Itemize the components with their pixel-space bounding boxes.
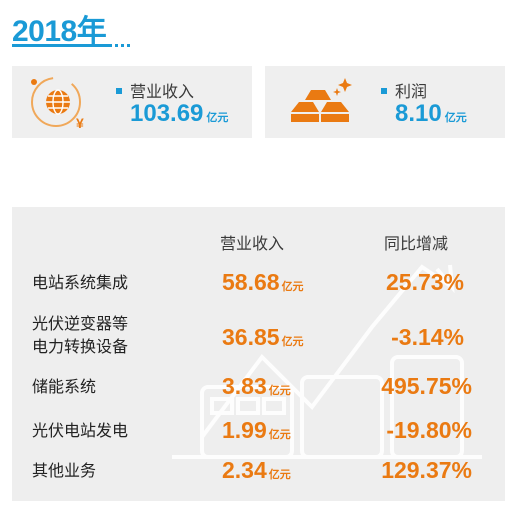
globe-yen-icon: ¥: [31, 77, 84, 131]
revenue-unit: 亿元: [206, 112, 229, 124]
table-row-label: 其他业务: [32, 463, 97, 480]
profit-value: 8.10: [395, 100, 442, 127]
row-value-unit: 亿元: [281, 336, 304, 348]
table-row-label: 电站系统集成: [32, 275, 129, 292]
row-value-unit: 亿元: [268, 429, 291, 441]
svg-text:¥: ¥: [76, 115, 84, 131]
business-table-panel: [12, 207, 505, 501]
gold-bars-icon: [291, 78, 352, 122]
table-row-yoy: -19.80%: [386, 417, 472, 443]
row-value-number: 2.34: [222, 457, 267, 483]
row-value-number: 3.83: [222, 373, 267, 399]
profit-card: 利润 8.10 亿元: [265, 66, 505, 138]
revenue-label: 营业收入: [116, 78, 194, 102]
title-underline: [12, 44, 112, 47]
table-row-yoy: 129.37%: [381, 457, 472, 483]
revenue-card: ¥ 营业收入 103.69 亿元: [12, 66, 252, 138]
revenue-value-group: 103.69 亿元: [130, 100, 228, 128]
header-yoy: 同比增减: [384, 236, 449, 253]
row-value-number: 36.85: [222, 324, 280, 350]
table-row-value: 1.99 亿元: [222, 417, 291, 444]
row-value-number: 58.68: [222, 269, 280, 295]
row-value-unit: 亿元: [268, 469, 291, 481]
title-underline-dots: [115, 44, 131, 47]
factory-chart-watermark-icon: [172, 264, 482, 459]
profit-label: 利润: [381, 78, 427, 102]
profit-unit: 亿元: [444, 112, 467, 124]
table-row-value: 3.83 亿元: [222, 373, 291, 400]
row-value-unit: 亿元: [281, 281, 304, 293]
table-row-value: 36.85 亿元: [222, 324, 304, 351]
revenue-value: 103.69: [130, 100, 204, 127]
table-row-yoy: 495.75%: [381, 373, 472, 399]
table-row-yoy: 25.73%: [385, 269, 464, 295]
row-value-number: 1.99: [222, 417, 267, 443]
table-row-value: 58.68 亿元: [222, 269, 304, 296]
table-row-label-line2: 电力转换设备: [32, 339, 129, 356]
profit-value-group: 8.10 亿元: [395, 100, 467, 128]
table-row-yoy: -3.14%: [391, 324, 464, 350]
table-row-value: 2.34 亿元: [222, 457, 291, 484]
table-row-label: 光伏电站发电: [32, 423, 129, 440]
page-title: 2018年: [12, 15, 107, 48]
table-row-label: 储能系统: [32, 379, 97, 396]
table-row-label: 光伏逆变器等: [32, 316, 129, 333]
header-revenue: 营业收入: [220, 236, 285, 253]
row-value-unit: 亿元: [268, 385, 291, 397]
